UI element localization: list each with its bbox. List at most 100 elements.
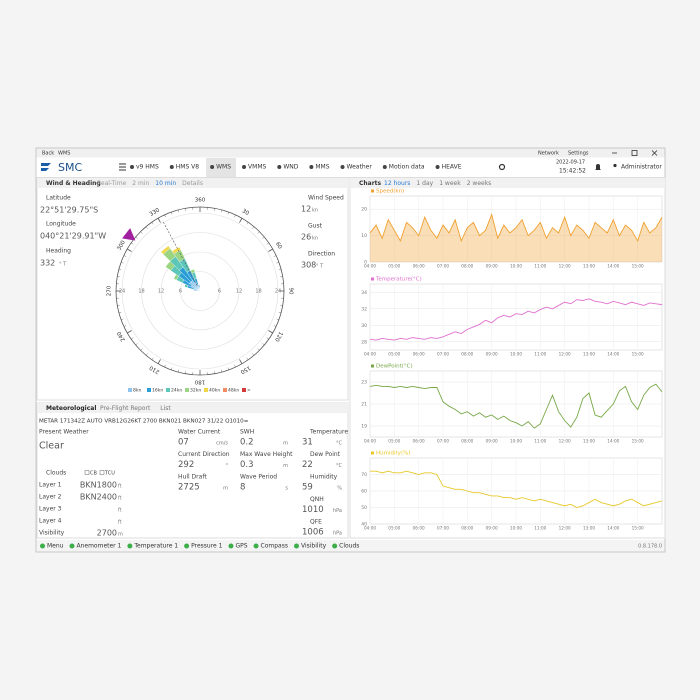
- dial-tick: [145, 226, 148, 229]
- tab[interactable]: Pre-Flight Report: [100, 405, 151, 412]
- settings[interactable]: Settings: [568, 151, 589, 157]
- dial-tick: [257, 231, 260, 234]
- gear-icon[interactable]: [498, 163, 506, 171]
- dial-tick: [246, 222, 249, 225]
- line: [369, 298, 663, 341]
- legend-swatch: [166, 388, 170, 392]
- tab[interactable]: 2 min: [132, 180, 149, 187]
- status-item[interactable]: Compass: [261, 543, 288, 550]
- dial-tick: [273, 325, 277, 327]
- tab[interactable]: 2 weeks: [467, 180, 492, 187]
- tab[interactable]: MMS: [315, 164, 329, 171]
- tab[interactable]: v9 HMS: [136, 164, 159, 171]
- tab[interactable]: Details: [182, 180, 203, 187]
- dial-tick: [135, 236, 138, 239]
- back-button[interactable]: Back: [42, 151, 54, 157]
- value: BKN1800: [80, 481, 117, 490]
- tab[interactable]: 1 week: [439, 180, 461, 187]
- dial-tick: [164, 364, 166, 368]
- status-item[interactable]: Anemometer 1: [76, 543, 121, 550]
- checkbox[interactable]: [84, 470, 90, 475]
- label: Clouds: [46, 470, 66, 477]
- tab[interactable]: HEAVE: [442, 164, 462, 171]
- user[interactable]: Administrator: [621, 164, 662, 171]
- status-item[interactable]: Menu: [47, 543, 64, 550]
- angle-label: 30: [241, 208, 250, 217]
- y-tick-label: 30: [361, 323, 367, 329]
- x-tick-label: 13:00: [583, 352, 595, 357]
- x-tick-label: 07:00: [437, 352, 449, 357]
- dial-tick: [220, 369, 222, 373]
- rose-segment: [171, 246, 180, 252]
- charts-panel-header: [350, 178, 665, 188]
- y-tick-label: 34: [361, 290, 367, 296]
- tab[interactable]: 10 min: [155, 180, 176, 187]
- unit: cm/s: [216, 441, 228, 447]
- tab[interactable]: 1 day: [416, 180, 433, 187]
- value: 0.2: [240, 438, 254, 448]
- ring-label: 12: [158, 289, 164, 295]
- status-item[interactable]: GPS: [235, 543, 247, 550]
- dial-tick: [171, 211, 173, 215]
- tab[interactable]: Real-Time: [97, 180, 127, 187]
- value: 22°51'29.75"S: [40, 206, 98, 215]
- tab[interactable]: WND: [283, 164, 298, 171]
- line: [370, 470, 663, 508]
- ring-label: 24: [275, 289, 281, 295]
- tab[interactable]: 12 hours: [384, 180, 410, 187]
- value: 2700: [97, 529, 117, 538]
- x-tick-label: 09:00: [486, 352, 498, 357]
- tab[interactable]: HMS V8: [176, 164, 200, 171]
- tab-icon: [242, 165, 247, 169]
- tab[interactable]: List: [160, 405, 171, 412]
- x-tick-label: 15:00: [632, 526, 644, 531]
- legend-label: 24kn: [171, 388, 182, 394]
- x-tick-label: 07:00: [437, 526, 449, 531]
- y-tick-label: 10: [361, 233, 367, 239]
- dial-tick: [220, 209, 222, 213]
- maximize[interactable]: [631, 150, 638, 156]
- dial-tick: [145, 353, 148, 356]
- angle-label: 300: [116, 239, 127, 252]
- legend-swatch: [223, 388, 227, 392]
- y-tick-label: 28: [361, 339, 367, 345]
- rose-segment: [160, 245, 169, 253]
- angle-label: 150: [239, 364, 252, 375]
- close[interactable]: [651, 150, 658, 156]
- status-ok: [253, 543, 259, 549]
- dial-tick: [157, 218, 161, 223]
- dial-tick: [234, 214, 236, 218]
- dial-tick: [266, 242, 269, 245]
- tab[interactable]: Weather: [347, 164, 373, 171]
- menu-icon[interactable]: [119, 163, 126, 171]
- status-item[interactable]: Pressure 1: [191, 543, 223, 550]
- dial-tick: [131, 242, 134, 245]
- y-tick-label: 70: [361, 472, 367, 478]
- status-ok: [127, 543, 133, 549]
- dial-tick: [140, 348, 143, 351]
- dial-tick: [140, 231, 143, 234]
- x-tick-label: 11:00: [534, 264, 546, 269]
- status-item[interactable]: Temperature 1: [133, 543, 178, 550]
- dial-tick: [268, 330, 273, 334]
- tab[interactable]: VMMS: [248, 164, 266, 171]
- status-item[interactable]: Clouds: [339, 543, 359, 550]
- label: Wave Period: [240, 474, 277, 481]
- label: Present Weather: [39, 429, 89, 436]
- tab[interactable]: WMS: [216, 164, 231, 171]
- network[interactable]: Network: [538, 151, 559, 157]
- bell-icon[interactable]: [595, 164, 601, 170]
- tab[interactable]: Meteorological: [46, 405, 96, 412]
- label: Layer 3: [39, 506, 62, 513]
- dial-tick: [276, 262, 280, 264]
- title-bar: [36, 148, 665, 158]
- x-tick-label: 08:00: [461, 526, 473, 531]
- logo: SMC: [58, 161, 82, 174]
- line: [369, 213, 663, 243]
- checkbox[interactable]: [99, 470, 105, 475]
- tab[interactable]: Motion data: [389, 164, 425, 171]
- dial-tick: [131, 337, 134, 340]
- status-item[interactable]: Visibility: [301, 543, 327, 550]
- x-tick-label: 11:00: [534, 439, 546, 444]
- label: Layer 4: [39, 518, 62, 525]
